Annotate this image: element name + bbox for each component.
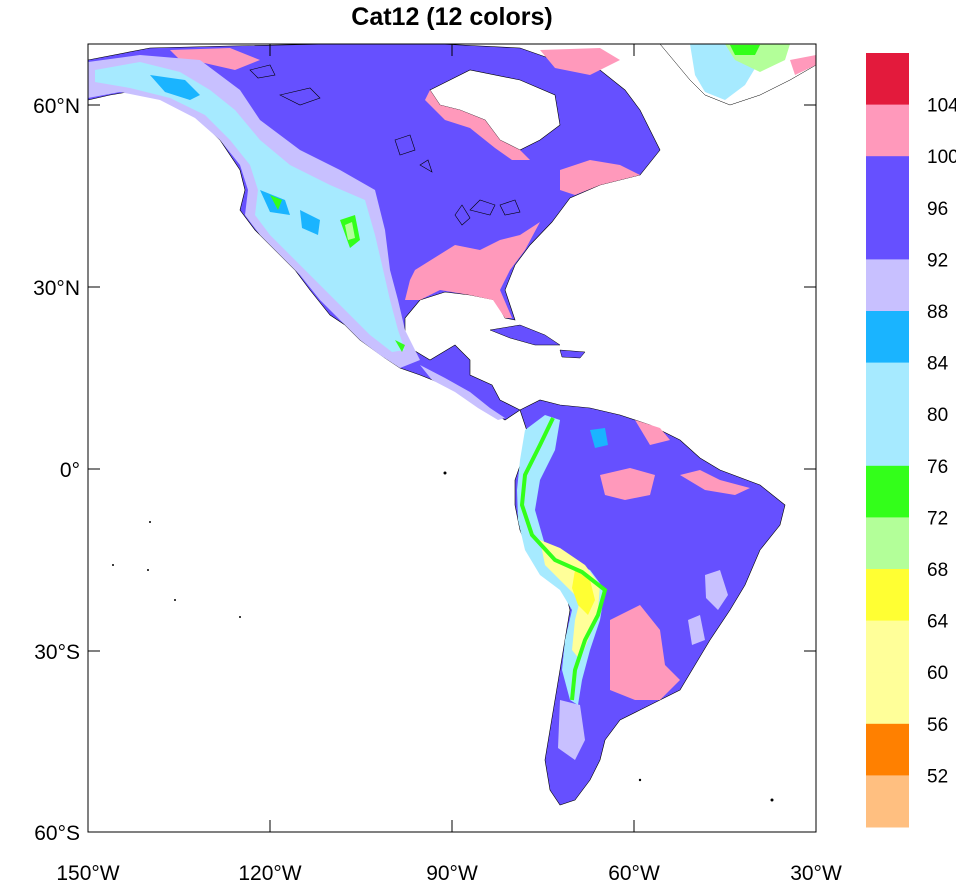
quebec-pink	[560, 160, 640, 195]
x-tick-label: 90°W	[426, 862, 478, 885]
colorbar-label: 60	[927, 663, 948, 684]
sa-lavender-east	[688, 570, 728, 645]
hispaniola	[559, 349, 586, 359]
colorbar-swatch	[866, 465, 909, 518]
greenland-green	[730, 45, 760, 55]
colorbar-label: 76	[927, 457, 948, 478]
colorbar-swatch	[866, 620, 909, 673]
colorbar-label: 96	[927, 199, 948, 220]
colorbar-label: 64	[927, 612, 949, 633]
x-tick-label: 120°W	[238, 862, 301, 885]
pacific-islands	[112, 471, 774, 802]
x-tick-label: 60°W	[608, 862, 660, 885]
colorbar-swatch	[866, 311, 909, 364]
colorbar-label: 88	[927, 302, 948, 323]
rockies-lightblue	[95, 62, 405, 352]
sa-lavender-south	[558, 700, 585, 760]
south-america	[514, 399, 786, 806]
colorbar-label: 100	[927, 147, 956, 168]
greenland-pink	[790, 55, 816, 75]
rockies-blue	[150, 75, 320, 235]
arctic-pink-east	[540, 48, 620, 75]
colorbar-label: 52	[927, 766, 948, 787]
x-tick-label: 30°W	[790, 862, 842, 885]
y-tick-label: 60°N	[33, 95, 80, 118]
coastline-details	[249, 64, 521, 226]
colorbar-swatch	[866, 362, 909, 415]
andes-blue	[590, 428, 608, 448]
colorbar-swatch	[866, 259, 909, 312]
sa-pink-coast	[680, 470, 750, 495]
colorbar-label: 92	[927, 250, 948, 271]
colorbar-label: 72	[927, 508, 948, 529]
central-america-lavender	[420, 365, 505, 420]
colorbar-swatch	[866, 53, 909, 106]
y-axis	[88, 104, 816, 833]
sa-pink-east	[635, 420, 670, 445]
colorbar-swatch	[866, 517, 909, 570]
sa-pink-south	[610, 605, 680, 700]
cuba	[489, 324, 561, 346]
map-land	[87, 43, 817, 421]
y-tick-label: 60°S	[34, 822, 80, 845]
rockies-lightgreen	[345, 222, 355, 240]
y-tick-label: 30°N	[33, 277, 80, 300]
colorbar: 104 100 96 92 88 84 80 76 72 68 64 60 56 52	[866, 53, 956, 828]
colorbar-swatch	[866, 104, 909, 157]
x-tick-label: 150°W	[56, 862, 119, 885]
andes-yellow	[540, 540, 600, 660]
y-tick-label: 0°	[60, 459, 80, 482]
map-title: Cat12 (12 colors)	[351, 3, 553, 31]
colorbar-label: 68	[927, 560, 948, 581]
andes-green	[519, 417, 608, 701]
colorbar-swatch	[866, 156, 909, 209]
colorbar-label: 104	[927, 96, 956, 117]
colorbar-label: 84	[927, 354, 949, 375]
colorbar-swatch	[866, 569, 909, 622]
colorbar-label: 80	[927, 405, 948, 426]
arctic-pink	[170, 48, 260, 70]
y-tick-label: 30°S	[34, 641, 80, 664]
colorbar-swatch	[866, 207, 909, 260]
andes-brightyellow	[572, 570, 595, 615]
hudson-pink-rim	[425, 90, 530, 160]
colorbar-swatch	[866, 775, 909, 828]
colorbar-swatch	[866, 414, 909, 467]
colorbar-swatch	[866, 672, 909, 725]
colorbar-label: 56	[927, 715, 948, 736]
x-axis	[87, 44, 817, 832]
colorbar-swatch	[866, 723, 909, 776]
east-us-pink	[405, 222, 540, 318]
sa-pink-central	[600, 468, 655, 500]
